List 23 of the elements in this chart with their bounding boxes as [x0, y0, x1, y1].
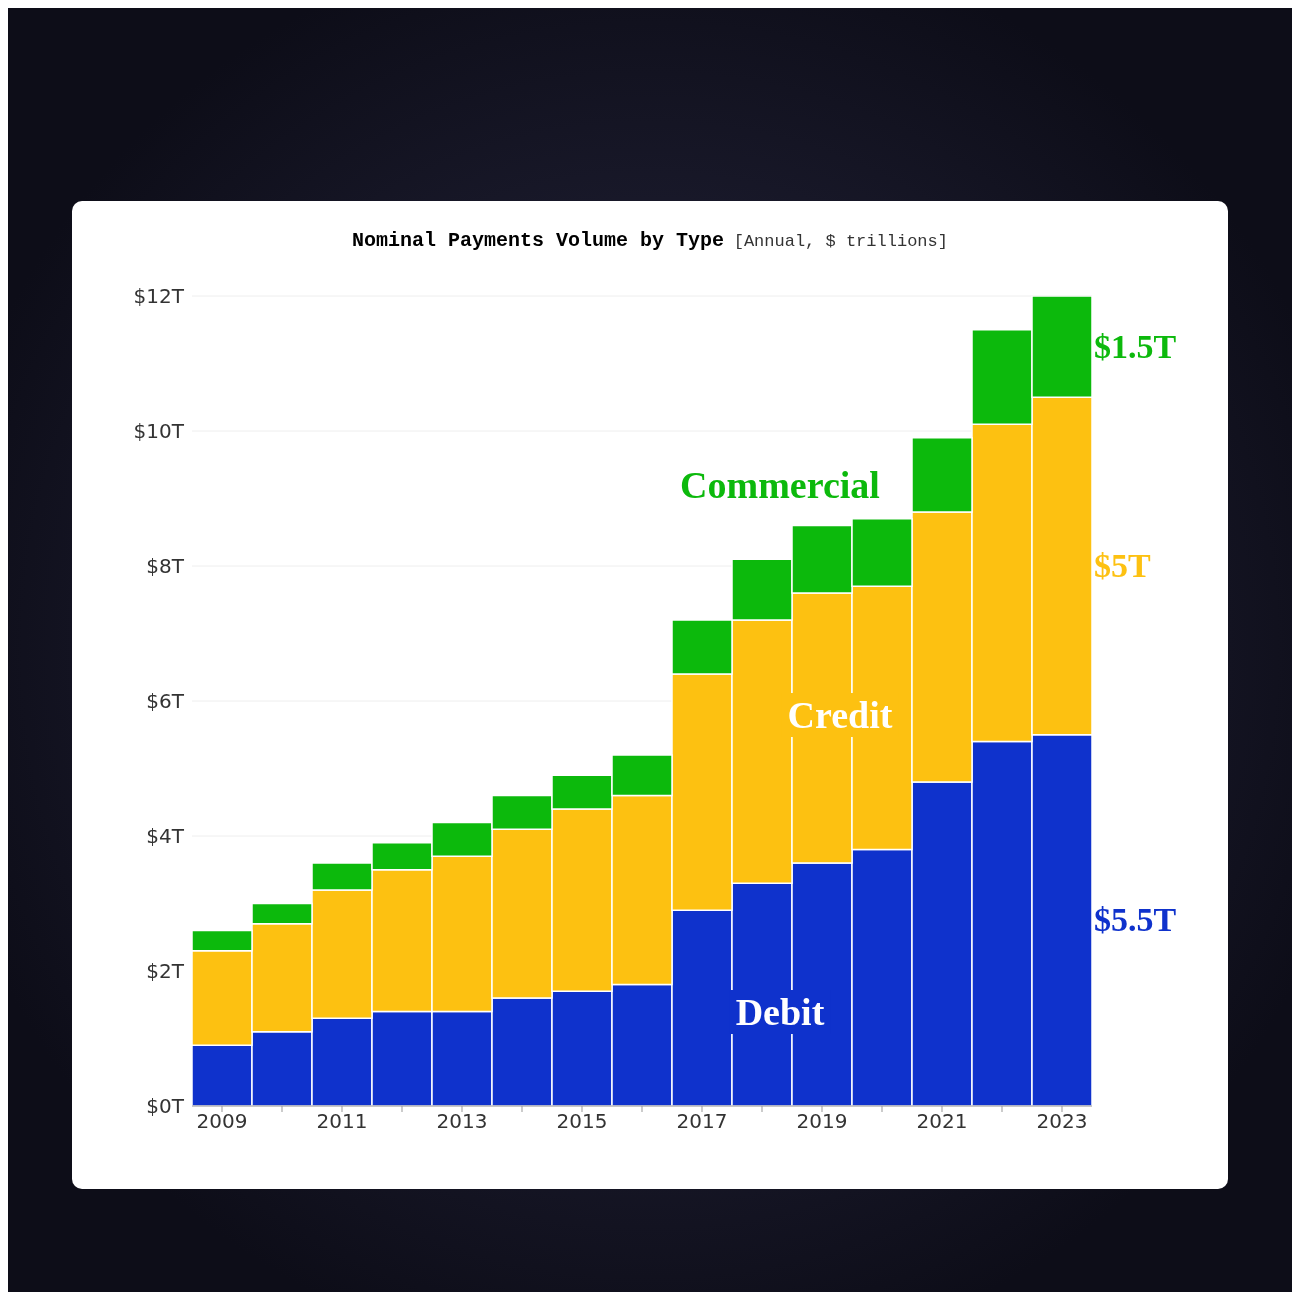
x-tick-label: 2013 [436, 1109, 488, 1134]
chart-subtitle: [Annual, $ trillions] [733, 232, 948, 251]
x-tick-label: 2021 [916, 1109, 968, 1134]
y-tick-label: $10T [133, 419, 185, 444]
y-tick-label: $8T [146, 554, 185, 579]
text: $5.5T [1094, 901, 1177, 940]
x-tick-label: 2011 [316, 1109, 368, 1134]
series-label: Debit [729, 989, 831, 1034]
x-tick-label: 2019 [796, 1109, 848, 1134]
x-tick-label: 2015 [556, 1109, 608, 1134]
y-tick-label: $2T [146, 959, 185, 984]
x-tick-label: 2017 [676, 1109, 728, 1134]
series-label: Commercial [679, 463, 881, 507]
text: $1.5T [1094, 327, 1177, 366]
y-tick-label: $0T [146, 1094, 185, 1119]
text: $5T [1094, 547, 1151, 585]
chart-title: Nominal Payments Volume by Type [352, 229, 725, 252]
series-label: Credit [781, 692, 899, 737]
y-tick-label: $6T [146, 689, 185, 714]
x-tick-label: 2009 [196, 1109, 248, 1134]
y-tick-label: $12T [133, 284, 185, 309]
y-tick-label: $4T [146, 824, 185, 849]
x-tick-label: 2023 [1036, 1109, 1088, 1134]
